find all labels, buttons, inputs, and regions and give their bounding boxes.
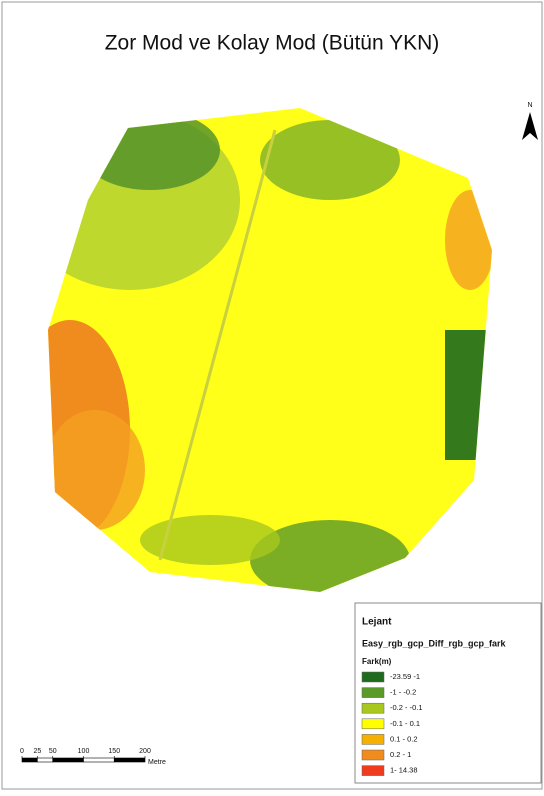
raster-zone xyxy=(45,410,145,530)
legend-swatch xyxy=(362,766,384,776)
map-title: Zor Mod ve Kolay Mod (Bütün YKN) xyxy=(105,32,440,55)
scale-tick-label: 0 xyxy=(20,748,24,755)
legend-swatch xyxy=(362,750,384,760)
scale-segment xyxy=(22,758,37,762)
north-arrow-shape xyxy=(522,112,538,140)
legend-swatch xyxy=(362,688,384,698)
raster-zone xyxy=(260,120,400,200)
scale-tick-label: 200 xyxy=(139,748,151,755)
raster-zone xyxy=(80,110,220,190)
legend: Lejant Easy_rgb_gcp_Diff_rgb_gcp_fark Fa… xyxy=(355,603,541,783)
map-layout: Zor Mod ve Kolay Mod (Bütün YKN) N Lejan… xyxy=(0,0,544,791)
legend-label: 0.2 - 1 xyxy=(390,750,411,759)
north-arrow: N xyxy=(522,102,538,140)
legend-swatch xyxy=(362,672,384,682)
legend-swatch xyxy=(362,703,384,713)
raster xyxy=(10,100,500,600)
scale-tick-label: 50 xyxy=(49,748,57,755)
page: {"title": "Zor Mod ve Kolay Mod (Bütün Y… xyxy=(0,0,544,791)
scale-segment xyxy=(114,758,145,762)
scale-tick-label: 100 xyxy=(78,748,90,755)
legend-label: -0.1 - 0.1 xyxy=(390,719,420,728)
legend-layer: Easy_rgb_gcp_Diff_rgb_gcp_fark xyxy=(362,638,507,648)
legend-label: 0.1 - 0.2 xyxy=(390,734,418,743)
raster-zone xyxy=(445,190,495,290)
legend-title: Lejant xyxy=(362,617,392,628)
legend-label: -23.59 -1 xyxy=(390,672,420,681)
scale-unit: Metre xyxy=(148,759,166,766)
legend-label: -1 - -0.2 xyxy=(390,688,416,697)
scale-segment xyxy=(37,758,52,762)
legend-label: -0.2 - -0.1 xyxy=(390,703,423,712)
legend-swatch xyxy=(362,719,384,729)
scale-tick-label: 25 xyxy=(33,748,41,755)
scale-bar: 0 25 50 100 150 200 Metre xyxy=(20,748,166,766)
legend-label: 1- 14.38 xyxy=(390,766,418,775)
scale-segment xyxy=(84,758,115,762)
scale-tick-label: 150 xyxy=(108,748,120,755)
legend-swatch xyxy=(362,734,384,744)
legend-field: Fark(m) xyxy=(362,657,392,666)
north-label: N xyxy=(527,102,532,109)
scale-segment xyxy=(53,758,84,762)
raster-zone xyxy=(445,330,495,460)
